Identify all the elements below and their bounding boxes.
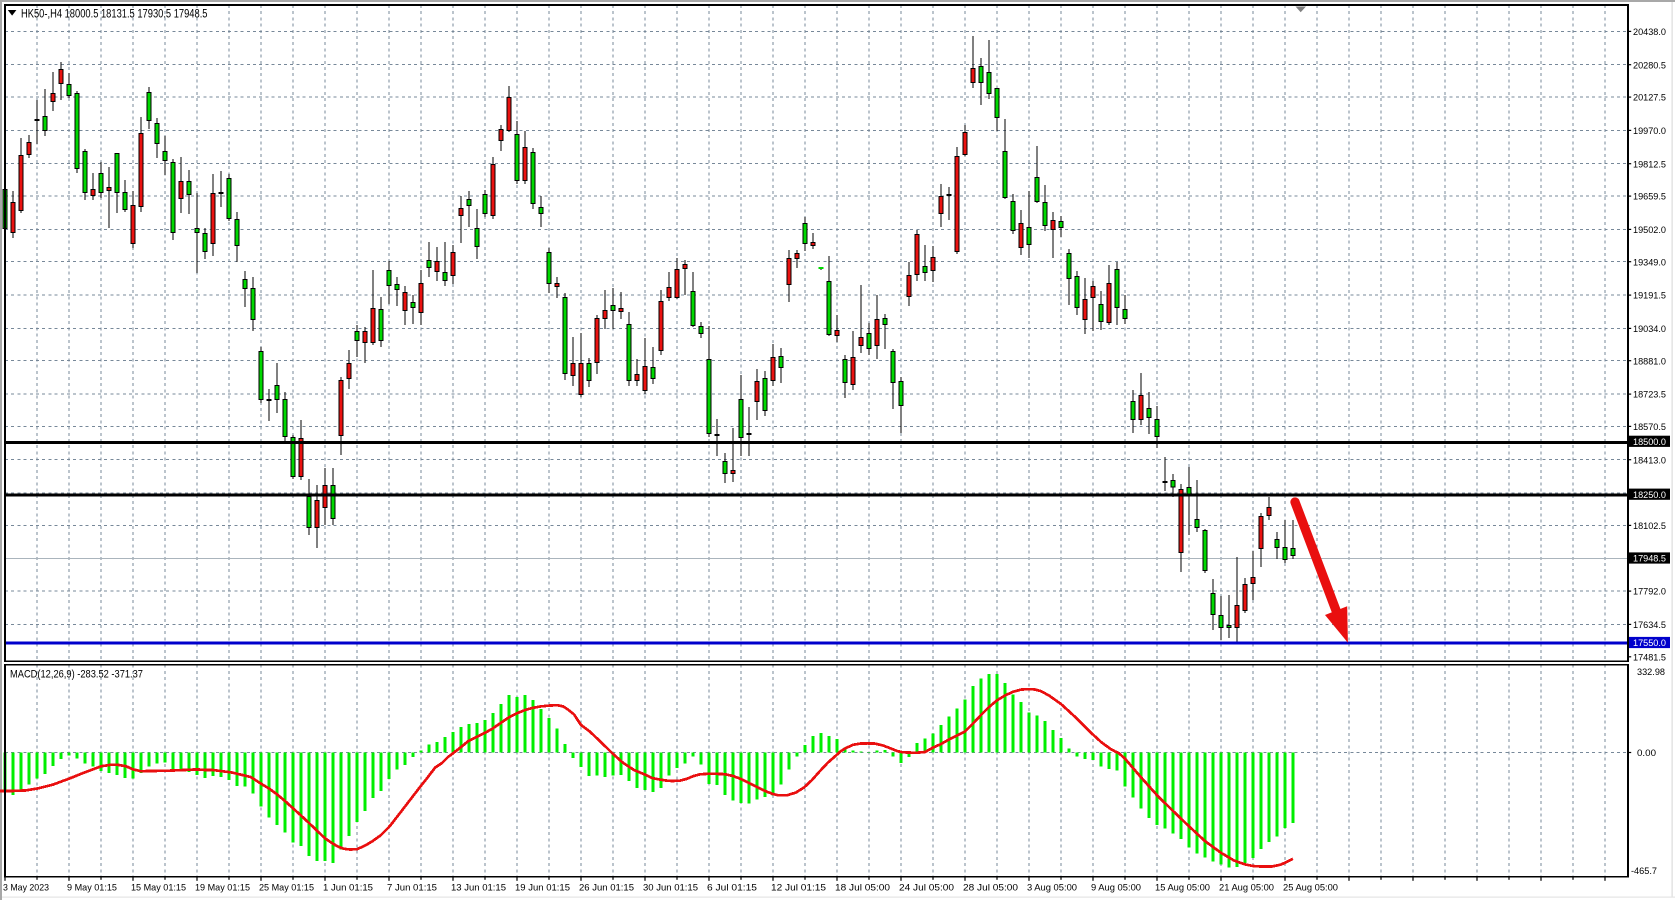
svg-text:19191.5: 19191.5 bbox=[1633, 291, 1666, 302]
svg-text:6 Jul 01:15: 6 Jul 01:15 bbox=[707, 883, 757, 894]
svg-text:19812.5: 19812.5 bbox=[1633, 159, 1666, 170]
svg-text:15 Aug 05:00: 15 Aug 05:00 bbox=[1155, 883, 1210, 894]
svg-text:19 May 01:15: 19 May 01:15 bbox=[195, 883, 250, 894]
svg-text:19502.0: 19502.0 bbox=[1633, 225, 1666, 236]
svg-text:18 Jul 05:00: 18 Jul 05:00 bbox=[835, 883, 890, 894]
svg-text:-465.7: -465.7 bbox=[1631, 866, 1657, 877]
svg-text:3 Aug 05:00: 3 Aug 05:00 bbox=[1027, 883, 1077, 894]
svg-text:19034.0: 19034.0 bbox=[1633, 324, 1666, 335]
svg-text:18723.5: 18723.5 bbox=[1633, 390, 1666, 401]
svg-text:20438.0: 20438.0 bbox=[1633, 27, 1666, 38]
svg-text:25 Aug 05:00: 25 Aug 05:00 bbox=[1283, 883, 1338, 894]
svg-text:18570.5: 18570.5 bbox=[1633, 422, 1666, 433]
svg-text:1 Jun 01:15: 1 Jun 01:15 bbox=[323, 883, 373, 894]
svg-text:30 Jun 01:15: 30 Jun 01:15 bbox=[643, 883, 698, 894]
svg-text:9 May 01:15: 9 May 01:15 bbox=[67, 883, 117, 894]
svg-text:7 Jun 01:15: 7 Jun 01:15 bbox=[387, 883, 437, 894]
svg-text:13 Jun 01:15: 13 Jun 01:15 bbox=[451, 883, 506, 894]
svg-text:17481.5: 17481.5 bbox=[1633, 652, 1666, 663]
svg-text:MACD(12,26,9) -283.52 -371.37: MACD(12,26,9) -283.52 -371.37 bbox=[10, 668, 143, 680]
svg-text:17550.0: 17550.0 bbox=[1633, 638, 1666, 649]
svg-text:15 May 01:15: 15 May 01:15 bbox=[131, 883, 186, 894]
svg-text:3 May 2023: 3 May 2023 bbox=[3, 883, 49, 894]
svg-text:28 Jul 05:00: 28 Jul 05:00 bbox=[963, 883, 1018, 894]
svg-text:17948.5: 17948.5 bbox=[1633, 554, 1666, 565]
svg-text:18413.0: 18413.0 bbox=[1633, 455, 1666, 466]
svg-text:19659.5: 19659.5 bbox=[1633, 192, 1666, 203]
svg-text:18881.0: 18881.0 bbox=[1633, 356, 1666, 367]
svg-text:26 Jun 01:15: 26 Jun 01:15 bbox=[579, 883, 634, 894]
svg-text:21 Aug 05:00: 21 Aug 05:00 bbox=[1219, 883, 1274, 894]
svg-text:19349.0: 19349.0 bbox=[1633, 257, 1666, 268]
svg-text:20280.5: 20280.5 bbox=[1633, 60, 1666, 71]
svg-text:18250.0: 18250.0 bbox=[1633, 490, 1666, 501]
svg-text:332.98: 332.98 bbox=[1637, 667, 1665, 678]
svg-text:19970.0: 19970.0 bbox=[1633, 126, 1666, 137]
svg-text:9 Aug 05:00: 9 Aug 05:00 bbox=[1091, 883, 1141, 894]
svg-text:24 Jul 05:00: 24 Jul 05:00 bbox=[899, 883, 954, 894]
svg-text:17634.5: 17634.5 bbox=[1633, 620, 1666, 631]
svg-text:12 Jul 01:15: 12 Jul 01:15 bbox=[771, 883, 826, 894]
svg-text:25 May 01:15: 25 May 01:15 bbox=[259, 883, 314, 894]
svg-text:0.00: 0.00 bbox=[1637, 748, 1656, 759]
svg-text:20127.5: 20127.5 bbox=[1633, 93, 1666, 104]
svg-text:18102.5: 18102.5 bbox=[1633, 521, 1666, 532]
svg-text:19 Jun 01:15: 19 Jun 01:15 bbox=[515, 883, 570, 894]
svg-text:17792.0: 17792.0 bbox=[1633, 587, 1666, 598]
svg-text:HK50-,H4 18000.5 18131.5 1793: HK50-,H4 18000.5 18131.5 17930.5 17948.5 bbox=[21, 8, 208, 20]
svg-text:18500.0: 18500.0 bbox=[1633, 437, 1666, 448]
